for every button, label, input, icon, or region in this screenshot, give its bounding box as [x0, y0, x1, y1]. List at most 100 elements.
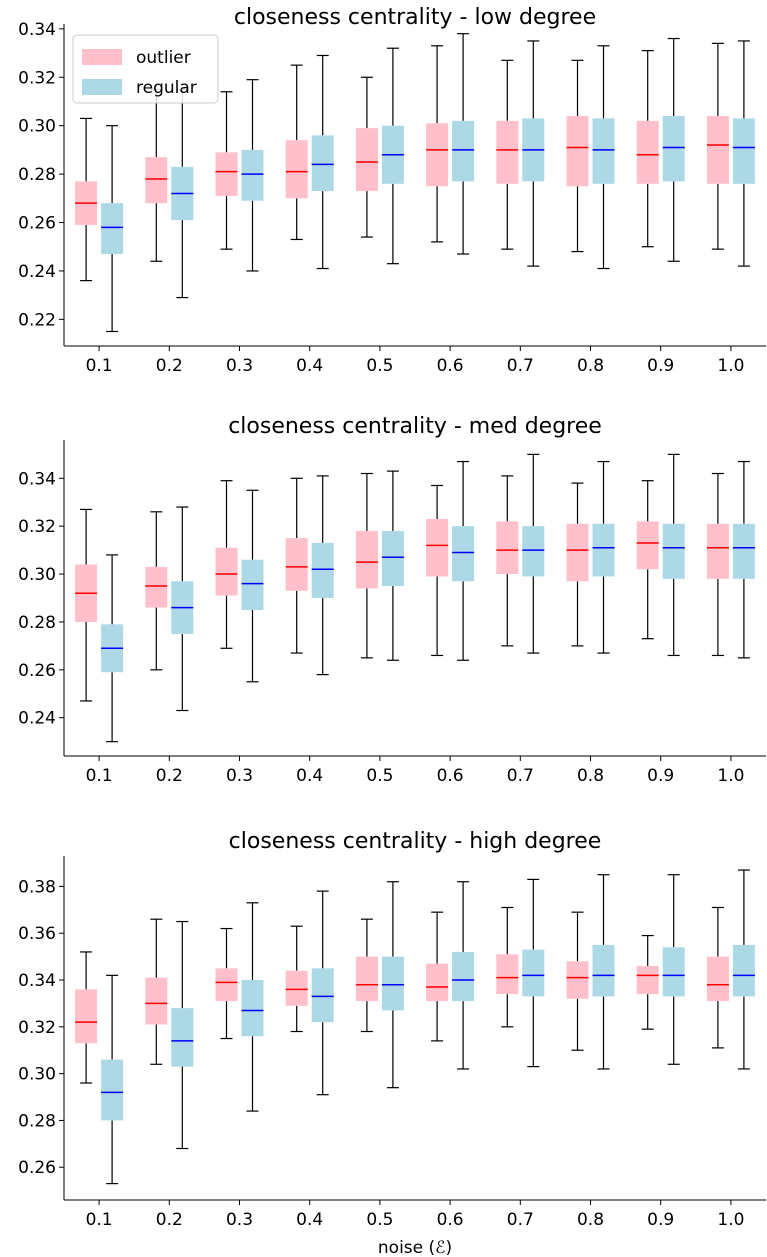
- y-tick-label: 0.26: [18, 661, 56, 681]
- box-body: [75, 989, 98, 1044]
- x-axis-label: noise (ℰ): [378, 1238, 452, 1257]
- box-outlier-0.4: [285, 477, 308, 654]
- box-outlier-1.0: [706, 42, 729, 250]
- y-tick-label: 0.26: [18, 1158, 56, 1178]
- x-tick-label: 0.3: [226, 356, 253, 376]
- box-regular-0.9: [662, 453, 685, 657]
- box-regular-0.6: [452, 881, 475, 1070]
- x-tick-label: 0.8: [577, 1210, 604, 1230]
- box-regular-0.4: [311, 475, 334, 676]
- legend-swatch-outlier: [82, 49, 122, 65]
- box-body: [241, 980, 264, 1037]
- box-outlier-0.6: [426, 45, 449, 243]
- box-outlier-0.9: [636, 934, 659, 1030]
- x-tick-label: 0.4: [296, 1210, 323, 1230]
- box-outlier-0.2: [145, 88, 168, 262]
- box-body: [311, 542, 334, 598]
- x-tick-label: 0.2: [156, 766, 183, 786]
- box-regular-0.9: [662, 37, 685, 262]
- box-body: [452, 951, 475, 1002]
- x-tick-label: 1.0: [717, 1210, 744, 1230]
- x-tick-label: 1.0: [717, 356, 744, 376]
- box-body: [381, 530, 404, 587]
- box-body: [496, 120, 519, 184]
- box-body: [145, 977, 168, 1025]
- x-tick-label: 0.5: [366, 766, 393, 786]
- box-outlier-0.7: [496, 475, 519, 647]
- box-regular-0.2: [171, 88, 194, 299]
- x-tick-label: 0.3: [226, 1210, 253, 1230]
- box-body: [732, 118, 755, 184]
- x-tick-label: 0.6: [437, 766, 464, 786]
- box-body: [285, 970, 308, 1006]
- y-tick-label: 0.22: [18, 310, 56, 330]
- box-regular-0.8: [592, 460, 615, 654]
- box-regular-1.0: [732, 460, 755, 659]
- box-outlier-0.5: [355, 472, 378, 659]
- box-body: [145, 566, 168, 608]
- panel-title: closeness centrality - low degree: [234, 5, 596, 30]
- y-tick-label: 0.30: [18, 117, 56, 137]
- box-outlier-0.5: [355, 918, 378, 1033]
- box-outlier-0.8: [566, 482, 589, 647]
- x-tick-label: 0.1: [86, 1210, 113, 1230]
- legend-label-regular: regular: [136, 78, 197, 98]
- x-tick-label: 1.0: [717, 766, 744, 786]
- box-outlier-0.2: [145, 511, 168, 671]
- box-outlier-1.0: [706, 906, 729, 1049]
- x-tick-label: 0.9: [647, 356, 674, 376]
- x-tick-label: 0.2: [156, 1210, 183, 1230]
- x-tick-label: 0.6: [437, 1210, 464, 1230]
- y-tick-label: 0.30: [18, 1065, 56, 1085]
- box-body: [522, 949, 545, 997]
- x-tick-label: 0.9: [647, 766, 674, 786]
- panel-title: closeness centrality - high degree: [229, 829, 602, 854]
- box-body: [592, 944, 615, 997]
- box-body: [706, 116, 729, 184]
- x-tick-label: 0.1: [86, 356, 113, 376]
- y-tick-label: 0.30: [18, 565, 56, 585]
- box-regular-0.9: [662, 874, 685, 1065]
- box-outlier-0.3: [215, 927, 238, 1040]
- box-outlier-0.2: [145, 918, 168, 1065]
- box-body: [145, 157, 168, 204]
- y-tick-label: 0.32: [18, 1018, 56, 1038]
- x-tick-label: 0.9: [647, 1210, 674, 1230]
- box-regular-1.0: [732, 40, 755, 267]
- box-body: [452, 120, 475, 182]
- box-body: [636, 521, 659, 570]
- box-body: [285, 538, 308, 591]
- box-regular-0.8: [592, 874, 615, 1070]
- box-body: [566, 523, 589, 582]
- box-outlier-0.9: [636, 480, 659, 640]
- box-body: [706, 956, 729, 1002]
- box-body: [215, 968, 238, 1002]
- box-regular-0.1: [101, 125, 124, 333]
- box-body: [452, 526, 475, 582]
- box-body: [171, 1008, 194, 1067]
- box-outlier-0.3: [215, 480, 238, 649]
- x-tick-label: 0.4: [296, 356, 323, 376]
- box-outlier-0.6: [426, 911, 449, 1042]
- box-regular-0.5: [381, 47, 404, 265]
- box-body: [662, 947, 685, 997]
- box-regular-0.6: [452, 460, 475, 661]
- y-tick-label: 0.34: [18, 20, 56, 40]
- box-body: [215, 152, 238, 196]
- box-regular-0.1: [101, 554, 124, 743]
- y-tick-label: 0.38: [18, 877, 56, 897]
- box-outlier-0.4: [285, 64, 308, 241]
- x-tick-label: 0.8: [577, 356, 604, 376]
- box-outlier-0.8: [566, 59, 589, 253]
- box-regular-0.2: [171, 506, 194, 712]
- legend-label-outlier: outlier: [136, 48, 191, 68]
- box-body: [732, 523, 755, 579]
- x-tick-label: 0.4: [296, 766, 323, 786]
- box-body: [426, 963, 449, 1002]
- panel-title: closeness centrality - med degree: [228, 414, 602, 439]
- box-body: [311, 968, 334, 1023]
- y-tick-label: 0.32: [18, 517, 56, 537]
- box-regular-0.3: [241, 902, 264, 1112]
- box-body: [355, 956, 378, 1002]
